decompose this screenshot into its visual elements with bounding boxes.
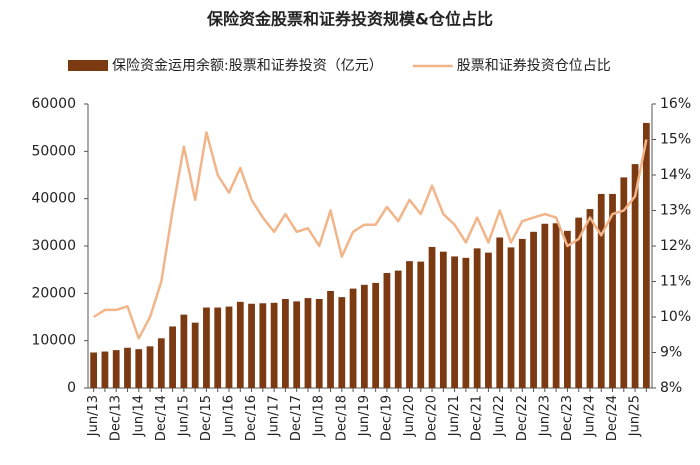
bar [507,247,515,388]
x-tick-label: Dec/23 [560,395,575,441]
bar [112,350,120,388]
bar [372,282,380,388]
y-tick-label: 10000 [31,333,76,349]
bar [169,326,176,388]
x-tick-label: Jun/24 [582,395,597,437]
legend-label: 保险资金运用余额:股票和证券投资（亿元） [112,57,383,74]
bar [270,302,278,388]
bar [406,261,413,388]
x-tick-label: Dec/14 [154,395,169,441]
bar [236,301,244,388]
x-tick-label: Jun/20 [402,395,417,437]
bar [248,303,255,388]
bar [451,256,458,388]
x-tick-label: Dec/16 [244,395,259,441]
x-tick-label: Jun/16 [222,395,237,437]
y2-tick-label: 15% [660,132,691,148]
bar [191,322,199,388]
x-tick-label: Dec/17 [289,395,304,441]
bar [439,251,447,388]
bar [597,193,605,388]
x-tick-label: Jun/25 [628,395,643,437]
bar [101,351,109,388]
x-tick-label: Dec/20 [425,395,440,441]
bar [315,299,323,388]
bar [157,338,165,388]
bar [135,349,143,388]
x-tick-label: Dec/19 [379,395,394,441]
y2-tick-label: 12% [660,238,691,254]
y2-tick-label: 16% [660,96,691,112]
bar [259,303,267,388]
bar [327,290,334,388]
bar [124,347,131,388]
y-tick-label: 20000 [31,285,76,301]
y2-tick-label: 13% [660,203,691,219]
bar [496,237,504,388]
bar [90,352,98,388]
y-tick-label: 50000 [31,143,76,159]
x-tick-label: Jun/22 [492,395,507,437]
x-tick-label: Jun/18 [312,395,327,437]
bar [530,231,537,388]
bar [552,223,560,388]
bar [180,314,188,388]
bar [462,257,470,388]
y2-tick-label: 14% [660,167,691,183]
bar [586,209,594,388]
x-tick-label: Jun/21 [447,395,462,437]
bar [609,193,616,388]
bar [338,297,346,388]
bar [214,307,222,388]
bar [564,230,571,388]
y2-tick-label: 11% [660,274,691,290]
bar [631,164,639,388]
bar [349,288,357,388]
bar [620,177,628,388]
bar [225,306,233,388]
bar [473,248,481,388]
chart-title: 保险资金股票和证券投资规模&仓位占比 [206,10,493,29]
bar [146,346,154,388]
bar [304,298,312,388]
legend-label: 股票和证券投资仓位占比 [457,58,611,74]
x-tick-label: Dec/24 [605,395,620,441]
bar [417,261,425,388]
y-tick-label: 40000 [31,191,76,207]
x-tick-label: Dec/21 [470,395,485,441]
y-tick-label: 0 [67,380,76,396]
x-tick-label: Jun/15 [176,395,191,437]
bar [293,301,301,388]
bar [541,223,549,388]
x-tick-label: Dec/22 [515,395,530,441]
y2-tick-label: 10% [660,309,691,325]
bar [394,270,402,388]
bar [203,307,210,388]
legend-swatch [68,60,108,71]
line [92,131,648,340]
bar [642,122,650,388]
bar [360,284,368,388]
x-tick-label: Dec/18 [334,395,349,441]
x-tick-label: Dec/15 [199,395,214,441]
y2-tick-label: 9% [660,345,682,361]
bar [383,272,391,388]
bar [485,252,492,388]
x-tick-label: Dec/13 [109,395,124,441]
bar [518,238,526,388]
x-tick-label: Jun/14 [131,395,146,437]
y-tick-label: 60000 [31,96,76,112]
y2-tick-label: 8% [660,380,682,396]
x-tick-label: Jun/23 [537,395,552,437]
bar [428,246,436,388]
x-tick-label: Jun/19 [357,395,372,437]
bar [575,217,583,388]
x-tick-label: Jun/13 [86,395,101,437]
bar [282,299,289,388]
y-tick-label: 30000 [31,238,76,254]
x-tick-label: Jun/17 [267,395,282,437]
